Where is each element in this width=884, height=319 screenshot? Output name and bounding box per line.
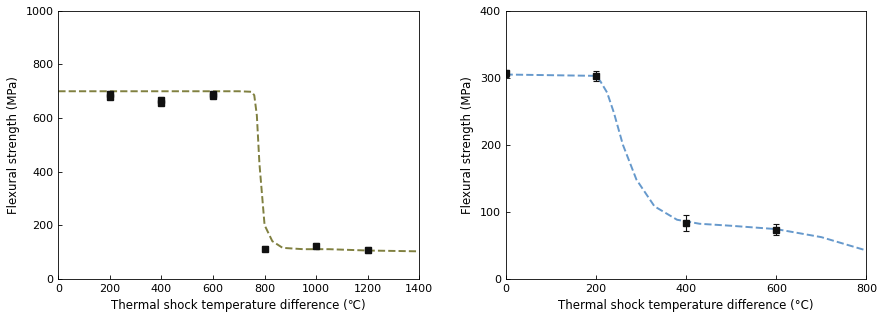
Y-axis label: Flexural strength (MPa): Flexural strength (MPa) <box>461 76 474 214</box>
X-axis label: Thermal shock temperature difference (°C): Thermal shock temperature difference (°C… <box>559 299 814 312</box>
Y-axis label: Flexural strength (MPa): Flexural strength (MPa) <box>7 76 20 214</box>
X-axis label: Thermal shock temperature difference (℃): Thermal shock temperature difference (℃) <box>111 299 366 312</box>
